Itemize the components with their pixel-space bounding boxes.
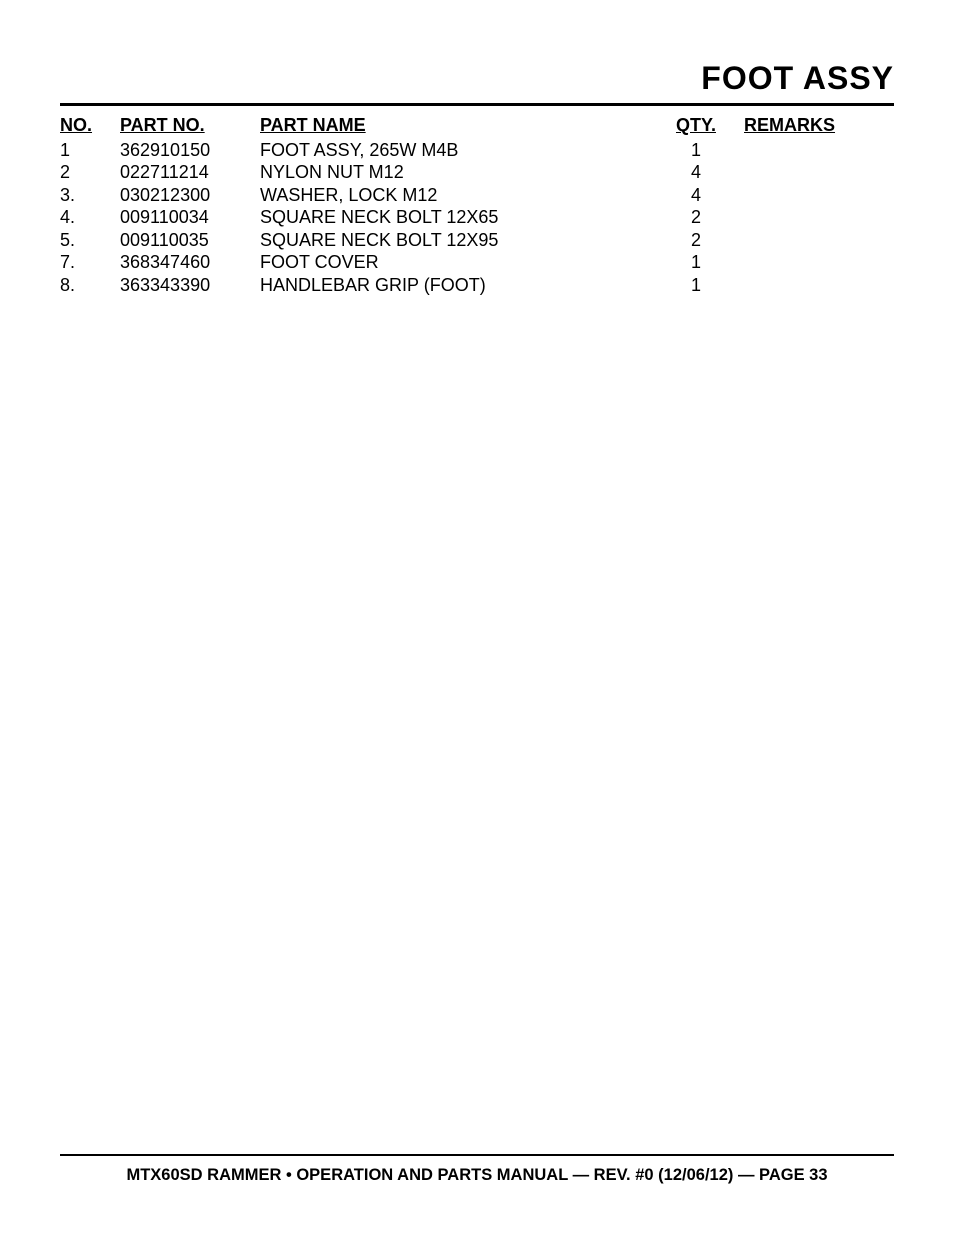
cell-qty: 1: [654, 139, 744, 162]
header-part-name: PART NAME: [260, 114, 654, 139]
parts-table-body: 1362910150FOOT ASSY, 265W M4B12022711214…: [60, 139, 894, 297]
cell-part-no: 368347460: [120, 251, 260, 274]
cell-no: 4.: [60, 206, 120, 229]
table-row: 1362910150FOOT ASSY, 265W M4B1: [60, 139, 894, 162]
cell-remarks: [744, 206, 894, 229]
cell-part-no: 009110034: [120, 206, 260, 229]
page: FOOT ASSY NO. PART NO. PART NAME QTY. RE…: [0, 0, 954, 1235]
cell-part-no: 022711214: [120, 161, 260, 184]
page-title: FOOT ASSY: [701, 60, 894, 96]
cell-no: 8.: [60, 274, 120, 297]
cell-qty: 4: [654, 184, 744, 207]
table-row: 5.009110035SQUARE NECK BOLT 12X952: [60, 229, 894, 252]
cell-no: 7.: [60, 251, 120, 274]
cell-part-name: SQUARE NECK BOLT 12X65: [260, 206, 654, 229]
table-row: 3.030212300WASHER, LOCK M124: [60, 184, 894, 207]
cell-remarks: [744, 251, 894, 274]
header-part-no: PART NO.: [120, 114, 260, 139]
header-row: NO. PART NO. PART NAME QTY. REMARKS: [60, 114, 894, 139]
cell-part-name: NYLON NUT M12: [260, 161, 654, 184]
table-row: 4.009110034SQUARE NECK BOLT 12X652: [60, 206, 894, 229]
cell-qty: 2: [654, 206, 744, 229]
cell-part-no: 363343390: [120, 274, 260, 297]
cell-no: 5.: [60, 229, 120, 252]
cell-remarks: [744, 139, 894, 162]
cell-part-name: FOOT COVER: [260, 251, 654, 274]
table-row: 7.368347460FOOT COVER1: [60, 251, 894, 274]
cell-remarks: [744, 184, 894, 207]
cell-part-no: 009110035: [120, 229, 260, 252]
table-row: 2022711214NYLON NUT M124: [60, 161, 894, 184]
header-qty: QTY.: [654, 114, 744, 139]
cell-no: 3.: [60, 184, 120, 207]
cell-qty: 1: [654, 274, 744, 297]
cell-remarks: [744, 229, 894, 252]
header-remarks: REMARKS: [744, 114, 894, 139]
cell-qty: 1: [654, 251, 744, 274]
header-no: NO.: [60, 114, 120, 139]
title-block: FOOT ASSY: [60, 60, 894, 97]
footer-block: MTX60SD RAMMER • OPERATION AND PARTS MAN…: [60, 1154, 894, 1185]
cell-part-name: HANDLEBAR GRIP (FOOT): [260, 274, 654, 297]
title-rule: [60, 103, 894, 106]
parts-table-head: NO. PART NO. PART NAME QTY. REMARKS: [60, 114, 894, 139]
table-row: 8.363343390HANDLEBAR GRIP (FOOT)1: [60, 274, 894, 297]
footer-rule: [60, 1154, 894, 1156]
parts-table: NO. PART NO. PART NAME QTY. REMARKS 1362…: [60, 114, 894, 296]
cell-part-no: 362910150: [120, 139, 260, 162]
cell-remarks: [744, 161, 894, 184]
cell-part-name: WASHER, LOCK M12: [260, 184, 654, 207]
cell-part-name: FOOT ASSY, 265W M4B: [260, 139, 654, 162]
cell-qty: 2: [654, 229, 744, 252]
footer-text: MTX60SD RAMMER • OPERATION AND PARTS MAN…: [60, 1166, 894, 1185]
cell-part-name: SQUARE NECK BOLT 12X95: [260, 229, 654, 252]
cell-part-no: 030212300: [120, 184, 260, 207]
cell-remarks: [744, 274, 894, 297]
cell-no: 1: [60, 139, 120, 162]
cell-no: 2: [60, 161, 120, 184]
cell-qty: 4: [654, 161, 744, 184]
